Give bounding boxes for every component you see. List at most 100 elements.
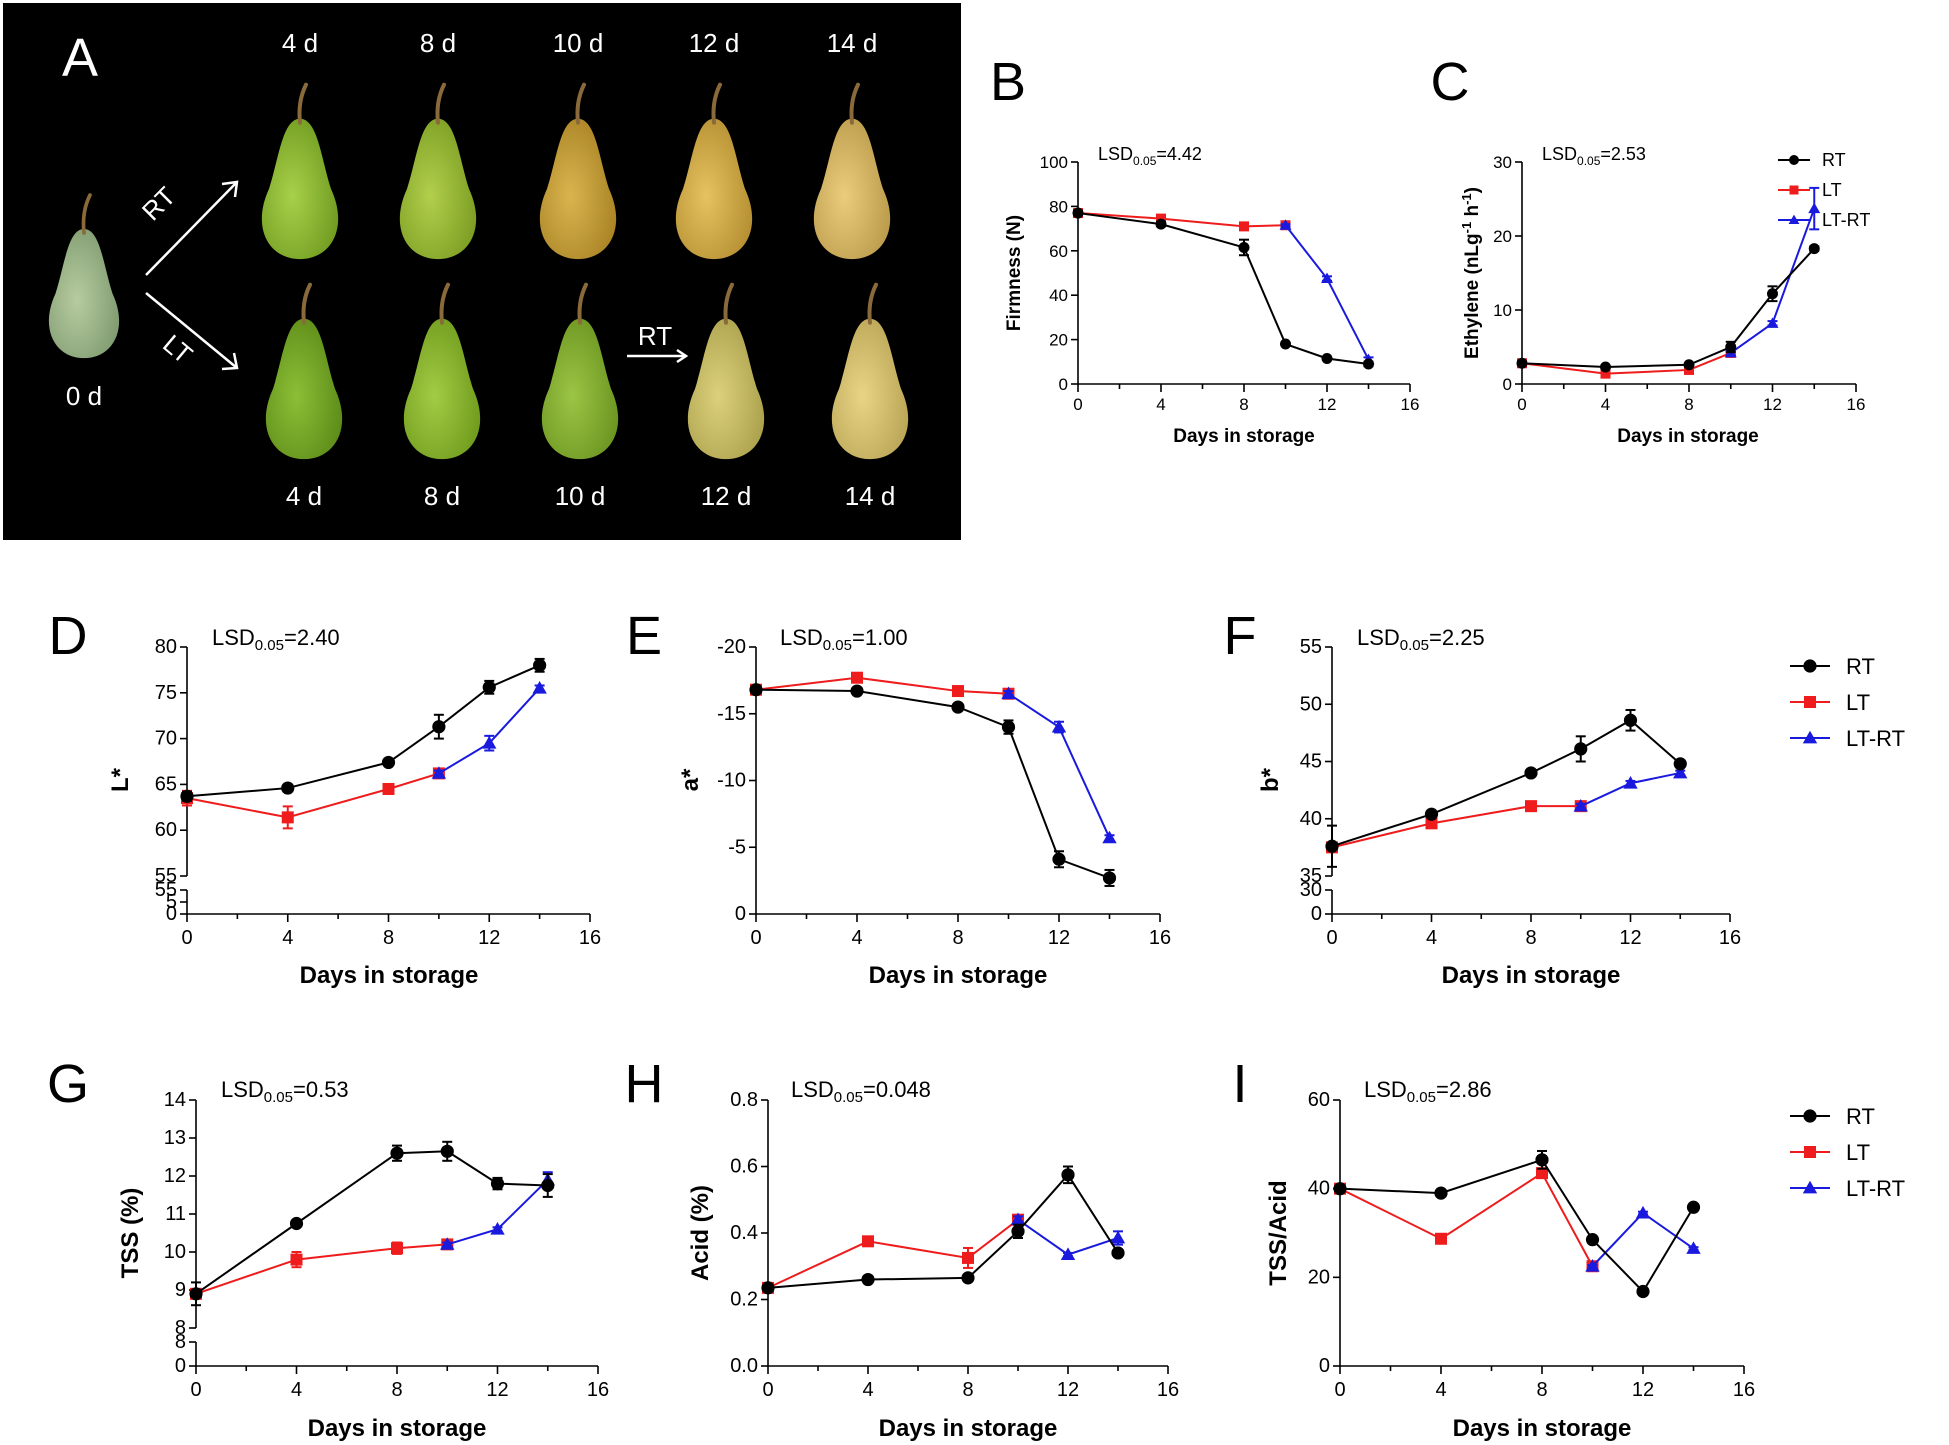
series-line: [1521, 247, 1815, 368]
y-tick-label: 11: [165, 1203, 186, 1225]
transfer-rt-label: RT: [638, 321, 672, 351]
lt-rt-point: [1635, 1205, 1651, 1219]
x-tick-label: 8: [952, 927, 963, 949]
x-tick-label: 4: [291, 1379, 302, 1401]
pear-stem-icon: [301, 282, 312, 325]
y-tick-label: 40: [1308, 1178, 1330, 1200]
rt-point: [1803, 659, 1817, 673]
x-tick-label: 8: [1684, 395, 1693, 414]
rt-point: [289, 1216, 304, 1231]
rt-point: [1808, 243, 1820, 255]
pear-stem-icon: [723, 282, 734, 325]
series-line: [1521, 351, 1732, 375]
y-tick-label: 50: [1300, 693, 1322, 715]
y-tick-label: 30: [1493, 153, 1512, 172]
lt-rt-point: [431, 766, 447, 779]
series-line: [186, 772, 440, 819]
y-tick-label: 0: [166, 903, 177, 925]
series-rt: [189, 1140, 555, 1307]
lt-rt-point: [1766, 317, 1779, 328]
y-tick-label: 10: [1493, 301, 1512, 320]
y-tick-label: 20: [1049, 331, 1068, 350]
lsd-label: LSD0.05=1.00: [780, 625, 908, 654]
series-lt: [1326, 800, 1587, 854]
y-axis-label: b*: [1257, 767, 1284, 792]
series-line: [438, 687, 541, 775]
rt-point: [1725, 341, 1737, 353]
rt-point: [432, 720, 446, 734]
pear-icon: [48, 229, 120, 359]
pear-stem-icon: [435, 82, 446, 125]
y-tick-label: -10: [717, 770, 746, 792]
x-tick-label: 4: [851, 927, 862, 949]
rt-point: [761, 1281, 775, 1295]
series-rt: [1333, 1149, 1701, 1299]
rt-point: [1424, 807, 1439, 821]
y-tick-label: 40: [1049, 286, 1068, 305]
x-tick-label: 12: [478, 927, 500, 949]
chart-e: E LSD0.05=1.00 0 -5 -10 -15 -20 0 4 8 12 16 Days in …: [626, 606, 1171, 989]
legend-label: LT-RT: [1846, 726, 1905, 751]
pear-icon: [539, 118, 617, 260]
series-lt-rt: [1279, 219, 1375, 365]
y-tick-label: 8: [175, 1331, 186, 1353]
series-rt: [1325, 708, 1687, 868]
pear-icon: [403, 318, 481, 460]
x-tick-label: 0: [190, 1379, 201, 1401]
legend-label: LT: [1846, 1140, 1870, 1165]
series-line: [186, 664, 541, 798]
series-line: [755, 688, 1110, 879]
lt-point: [1239, 221, 1249, 232]
y-tick-label: 35: [1300, 865, 1322, 887]
rt-point: [1524, 766, 1538, 780]
series-lt-rt: [431, 681, 547, 779]
x-axis-label: Days in storage: [300, 962, 479, 989]
series-lt: [1334, 1167, 1599, 1273]
y-axis-label: Ethylene (nLg-1 h-1): [1459, 187, 1483, 359]
chart-b: B LSD0.05=4.42 0 20 40 60 80 100 0 4 8 12 16 Days in …: [990, 52, 1419, 447]
lsd-label: LSD0.05=0.048: [791, 1077, 931, 1106]
arrow-head-icon: [221, 352, 239, 371]
x-tick-label: 0: [1073, 395, 1082, 414]
chart-i: I LSD0.05=2.86 0 20 40 60 0 4 8 12 16 Days in stora…: [1232, 1054, 1755, 1442]
rt-point: [1636, 1284, 1650, 1299]
rt-point: [1574, 742, 1588, 756]
rt-point: [850, 684, 864, 698]
rt-point: [1683, 359, 1695, 371]
top-day-label: 12 d: [689, 28, 740, 58]
panel-a-photo: A 4 d 8 d 10 d 12 d 14 d 4 d 8 d 10 d 12…: [3, 3, 961, 540]
y-tick-label: -20: [717, 636, 746, 658]
arrow-rt: [145, 181, 238, 276]
lt-point: [1425, 817, 1438, 830]
series-lt: [181, 767, 445, 830]
y-tick-label: 0: [1059, 375, 1068, 394]
y-tick-label: 40: [1300, 808, 1322, 830]
y-tick-label: 13: [164, 1127, 186, 1149]
x-tick-label: 12: [486, 1379, 508, 1401]
x-axis-label: Days in storage: [1442, 962, 1621, 989]
x-tick-label: 12: [1632, 1379, 1654, 1401]
x-tick-label: 8: [1536, 1379, 1547, 1401]
series-line: [195, 1150, 548, 1295]
y-tick-label: 0: [175, 1355, 186, 1377]
y-tick-label: 80: [155, 636, 177, 658]
rt-point: [1600, 361, 1611, 373]
y-tick-label: 55: [155, 879, 177, 901]
top-day-label: 14 d: [827, 28, 878, 58]
x-axis-label: Days in storage: [1453, 1415, 1632, 1442]
y-axis-label: Firmness (N): [1004, 215, 1025, 331]
y-tick-label: 30: [1300, 879, 1322, 901]
pear-stem-icon: [81, 193, 92, 235]
start-day-label: 0 d: [66, 381, 102, 411]
panel-letter: D: [49, 606, 88, 666]
y-tick-label: 5: [166, 891, 177, 913]
series-rt: [180, 657, 547, 803]
lsd-label: LSD0.05=4.42: [1098, 144, 1202, 168]
bottom-day-label: 14 d: [845, 481, 896, 511]
lt-point: [290, 1253, 303, 1266]
lt-rt-point: [1573, 798, 1588, 812]
legend: RT LT LT-RT: [1778, 150, 1870, 230]
rt-point: [1238, 241, 1250, 253]
rt-point: [1155, 218, 1167, 230]
